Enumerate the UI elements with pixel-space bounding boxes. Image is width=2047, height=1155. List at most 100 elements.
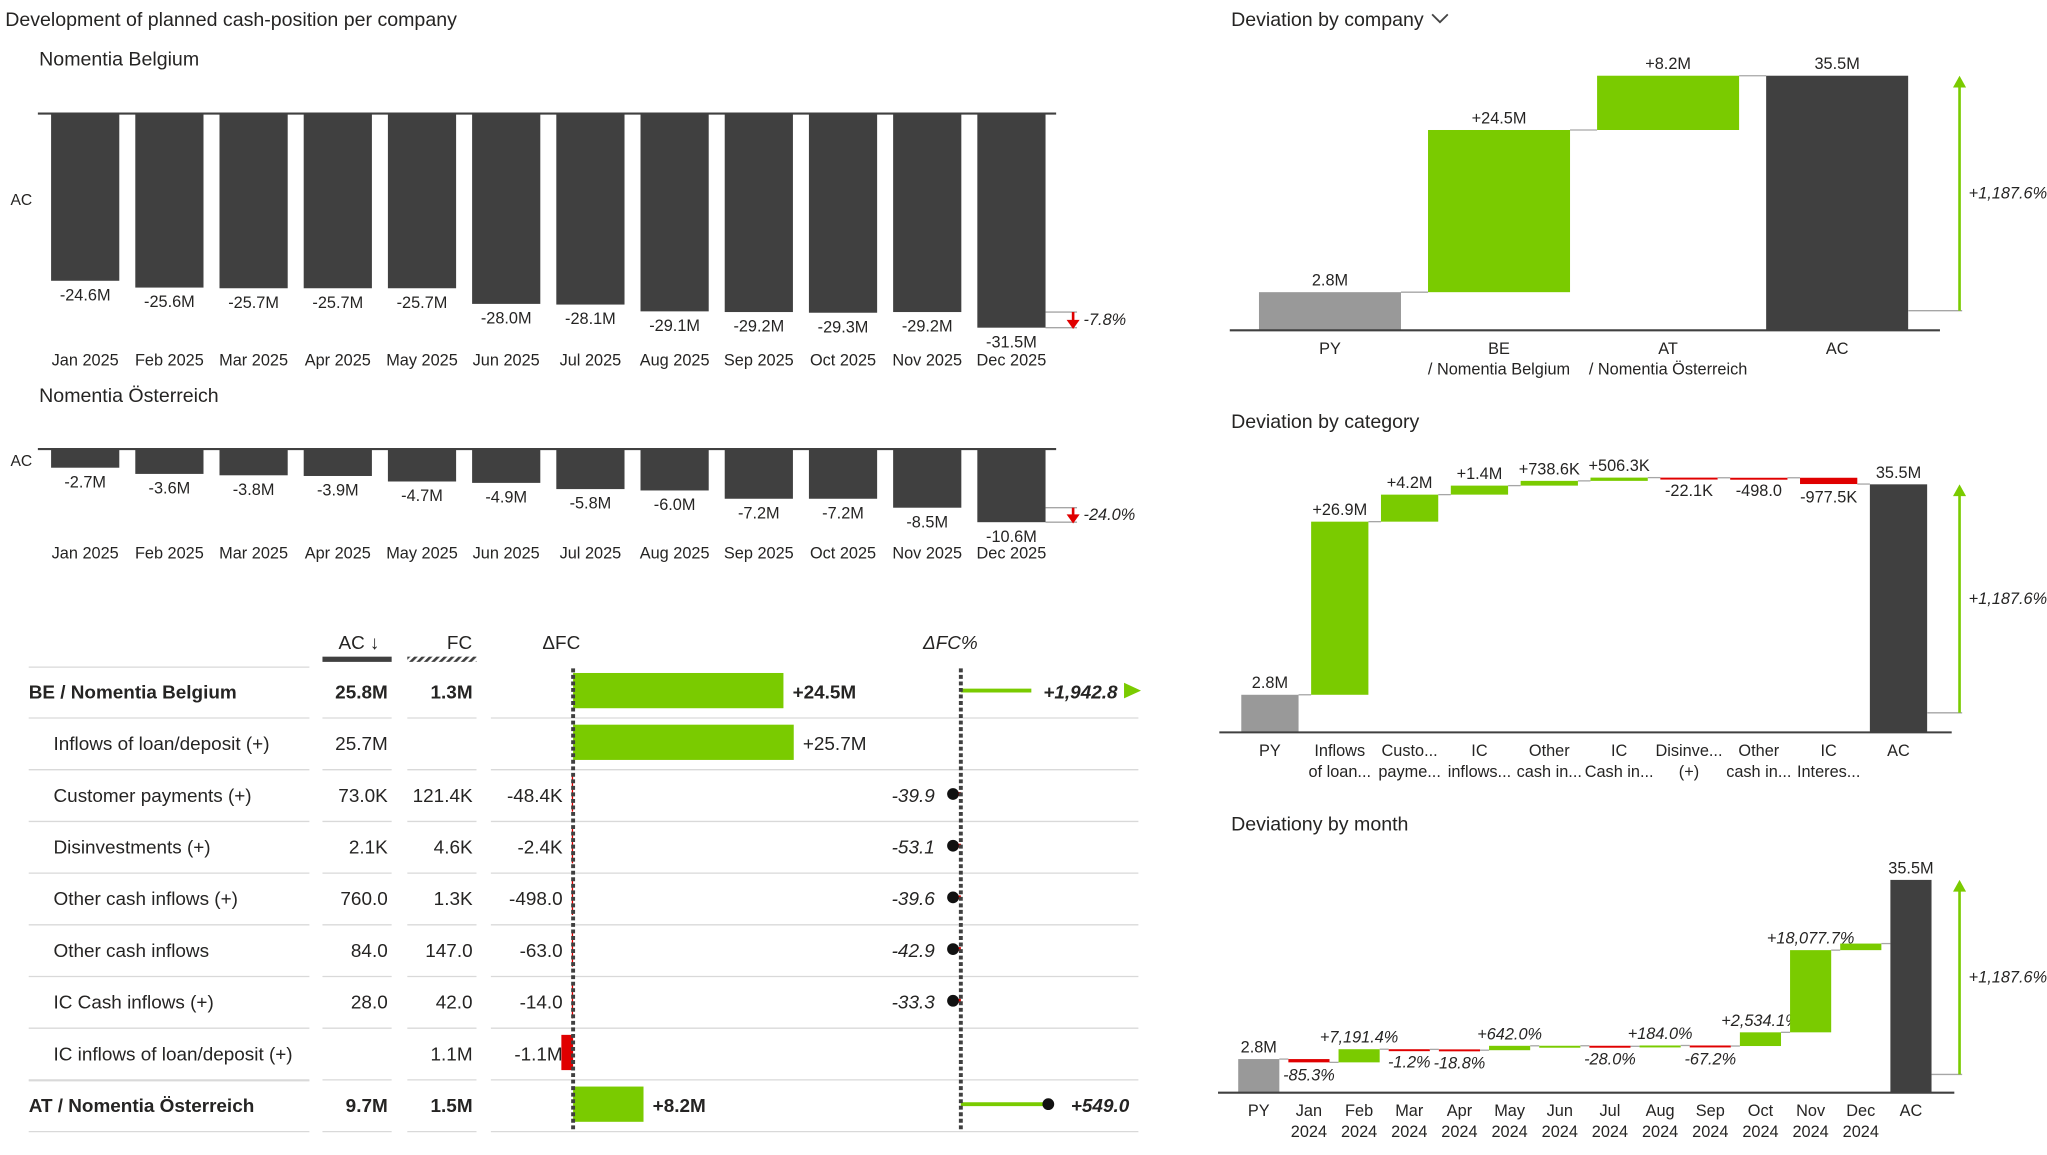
row-label: Other cash inflows [54, 941, 210, 962]
austria-tick-label: Jun 2025 [473, 545, 540, 563]
austria-bar [387, 449, 457, 482]
belgium-tick-label: Nov 2025 [892, 352, 962, 370]
austria-bar [135, 449, 204, 474]
belgium-bar [387, 113, 457, 289]
wf-category-total-arrowhead [1953, 484, 1967, 497]
wf-month-data-label: +2,534.1% [1721, 1012, 1799, 1030]
austria-tick-label: Apr 2025 [305, 545, 371, 563]
belgium-data-label: -28.0M [481, 309, 532, 327]
dfc-value: +8.2M [653, 1096, 706, 1117]
wf-month-bar [1438, 1049, 1481, 1052]
austria-tick-label: Jan 2025 [52, 545, 119, 563]
belgium-bar [893, 113, 962, 313]
austria-data-label: -10.6M [986, 528, 1037, 546]
belgium-tick-label: Jun 2025 [473, 352, 540, 370]
ac-value: 73.0K [338, 786, 388, 807]
wf-company-bar [1597, 75, 1740, 130]
dfcp-value: -39.6 [892, 889, 936, 910]
dfcp-column-header: ΔFC% [922, 633, 978, 654]
austria-tick-label: May 2025 [386, 545, 458, 563]
wf-month-tick-label: Feb 2024 [1341, 1102, 1377, 1141]
dfcp-marker [947, 839, 959, 852]
wf-category-tick-label: PY [1259, 742, 1281, 760]
company-deviation-title[interactable]: Deviation by company [1231, 9, 1424, 31]
austria-bar [303, 449, 372, 476]
austria-data-label: -4.7M [401, 487, 443, 505]
belgium-data-label: -29.2M [902, 318, 953, 336]
belgium-data-label: -25.7M [397, 294, 448, 312]
belgium-tick-label: Mar 2025 [219, 352, 288, 370]
dfc-value: -1.1M [514, 1044, 562, 1065]
austria-data-label: -8.5M [906, 513, 948, 531]
wf-month-data-label: -28.0% [1584, 1051, 1636, 1069]
belgium-bar [51, 113, 120, 281]
row-label: Disinvestments (+) [54, 838, 211, 859]
wf-month-total-arrowhead [1953, 879, 1967, 892]
belgium-data-label: -29.1M [649, 317, 700, 335]
wf-month-bar [1790, 950, 1832, 1033]
wf-company-bar [1428, 129, 1571, 293]
belgium-ylabel: AC [10, 192, 32, 209]
chevron-down-icon[interactable] [1431, 13, 1449, 24]
left-title: Development of planned cash-position per… [5, 9, 457, 31]
wf-category-data-label: -22.1K [1665, 482, 1713, 500]
austria-bar [472, 449, 541, 483]
wf-category-tick-label: Disinve... (+) [1655, 742, 1722, 781]
wf-month-data-label: +7,191.4% [1320, 1029, 1398, 1047]
dfc-value: -498.0 [509, 889, 563, 910]
ac-column-header: AC ↓ [339, 633, 380, 654]
fc-value: 121.4K [413, 786, 473, 807]
wf-month-bar [1840, 943, 1882, 951]
wf-month-data-label: +184.0% [1628, 1025, 1693, 1043]
austria-tick-label: Jul 2025 [560, 545, 622, 563]
wf-month-data-label: 35.5M [1888, 859, 1933, 877]
wf-category-bar [1590, 477, 1648, 481]
wf-month-tick-label: Jan 2024 [1291, 1102, 1327, 1141]
fc-value: 1.3K [434, 889, 473, 910]
belgium-tick-label: Jan 2025 [52, 352, 119, 370]
austria-tick-label: Nov 2025 [892, 545, 962, 563]
belgium-tick-label: Feb 2025 [135, 352, 204, 370]
wf-month-data-label: -18.8% [1434, 1054, 1486, 1072]
wf-month-tick-label: Aug 2024 [1642, 1102, 1678, 1141]
wf-month-bar [1689, 1045, 1731, 1048]
wf-company-total-arrowhead [1953, 75, 1967, 88]
dfc-bar [573, 724, 794, 760]
dfc-value: -48.4K [507, 786, 563, 807]
wf-month-bar [1489, 1045, 1531, 1051]
belgium-bar [472, 113, 541, 304]
wf-month-tick-label: May 2024 [1491, 1102, 1527, 1141]
fc-value: 1.1M [431, 1044, 473, 1065]
belgium-tick-label: Aug 2025 [640, 352, 710, 370]
belgium-delta-label: -7.8% [1084, 311, 1127, 329]
belgium-data-label: -29.2M [733, 318, 784, 336]
wf-category-bar [1241, 694, 1299, 733]
fc-value: 42.0 [436, 993, 473, 1014]
wf-category-bar [1311, 521, 1369, 695]
row-label: Inflows of loan/deposit (+) [54, 734, 270, 755]
wf-category-total-delta-label: +1,187.6% [1969, 590, 2047, 608]
wf-month-tick-label: Mar 2024 [1391, 1102, 1427, 1141]
austria-bar [977, 449, 1046, 523]
ac-value: 84.0 [351, 941, 388, 962]
wf-category-bar [1869, 484, 1928, 733]
austria-bar [893, 449, 962, 508]
ac-header-marker [322, 656, 392, 662]
belgium-tick-label: Jul 2025 [560, 352, 622, 370]
dfcp-marker [947, 891, 959, 904]
wf-company-total-delta-label: +1,187.6% [1969, 184, 2047, 202]
ac-value: 25.8M [335, 682, 388, 703]
belgium-tick-label: Dec 2025 [977, 352, 1047, 370]
wf-category-data-label: +26.9M [1312, 501, 1367, 519]
wf-category-data-label: 35.5M [1876, 464, 1921, 482]
belgium-data-label: -25.7M [312, 294, 363, 312]
austria-tick-label: Feb 2025 [135, 545, 204, 563]
row-label: Customer payments (+) [54, 786, 252, 807]
ac-value: 28.0 [351, 993, 388, 1014]
row-label: IC Cash inflows (+) [54, 993, 214, 1014]
austria-tick-label: Mar 2025 [219, 545, 288, 563]
wf-category-data-label: +738.6K [1519, 460, 1580, 478]
fc-value: 1.3M [431, 682, 473, 703]
wf-category-tick-label: Inflows of loan... [1309, 742, 1372, 781]
dfcp-marker [947, 788, 959, 800]
